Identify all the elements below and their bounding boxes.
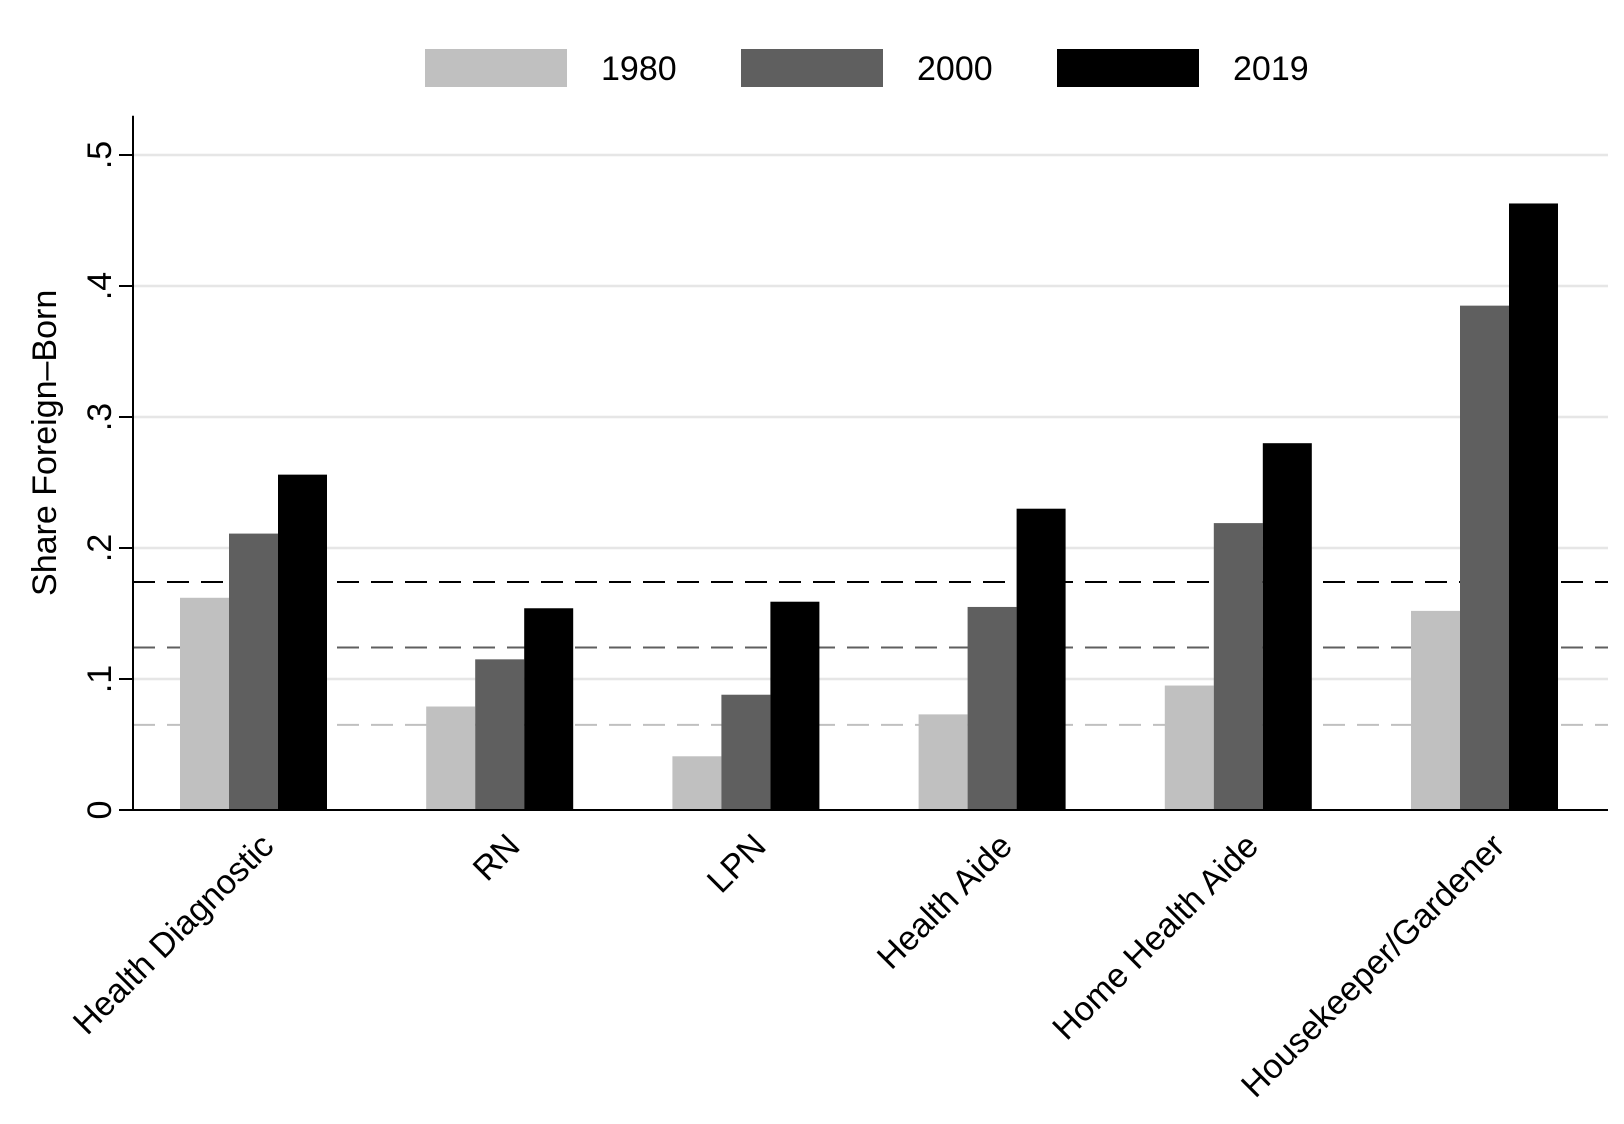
category-labels: Health Diagnostic RN LPN Health Aide Home He… <box>66 827 1512 1105</box>
legend-label-2000: 2000 <box>917 50 993 88</box>
bar-1980 <box>180 597 229 810</box>
bar-2019 <box>278 474 327 810</box>
category-label: RN <box>466 827 528 889</box>
bar-2019 <box>770 601 820 810</box>
category-label: Home Health Aide <box>1045 827 1266 1048</box>
y-tick-label: .2 <box>81 534 119 562</box>
y-tick-label: .1 <box>81 665 119 693</box>
bar-1980 <box>426 706 476 810</box>
bar-2019 <box>1262 443 1312 810</box>
legend-swatch-2019 <box>1057 49 1199 87</box>
category-label: Health Aide <box>870 827 1020 977</box>
legend-label-2019: 2019 <box>1233 50 1309 88</box>
legend-swatch-2000 <box>741 49 883 87</box>
bar-2000 <box>721 694 771 810</box>
bar-1980 <box>672 756 722 810</box>
bar-2000 <box>229 533 278 810</box>
bar-2019 <box>524 608 574 810</box>
bar-2000 <box>967 606 1017 810</box>
category-label: LPN <box>700 827 774 901</box>
y-ticks: 0 .1 .2 .3 .4 .5 <box>81 141 133 820</box>
bar-1980 <box>1164 685 1214 810</box>
category-label: Housekeeper/Gardener <box>1234 827 1512 1105</box>
y-tick-label: .5 <box>81 141 119 169</box>
y-tick-label: .4 <box>81 272 119 300</box>
bar-1980 <box>1411 610 1460 810</box>
bar-2000 <box>475 659 525 810</box>
bar-2019 <box>1509 203 1558 811</box>
bar-2019 <box>1016 508 1066 810</box>
legend-label-1980: 1980 <box>601 50 677 88</box>
category-label: Health Diagnostic <box>66 827 281 1042</box>
reference-lines <box>133 581 1608 726</box>
bar-1980 <box>918 714 968 810</box>
bars <box>180 203 1558 811</box>
y-tick-label: 0 <box>81 801 119 820</box>
legend: 1980 2000 2019 <box>425 49 1309 88</box>
bar-2000 <box>1460 305 1509 810</box>
y-axis-title: Share Foreign–Born <box>26 290 64 596</box>
legend-swatch-1980 <box>425 49 567 87</box>
axes <box>132 115 1608 811</box>
bar-2000 <box>1213 523 1263 810</box>
y-tick-label: .3 <box>81 403 119 431</box>
gridlines <box>133 153 1608 681</box>
